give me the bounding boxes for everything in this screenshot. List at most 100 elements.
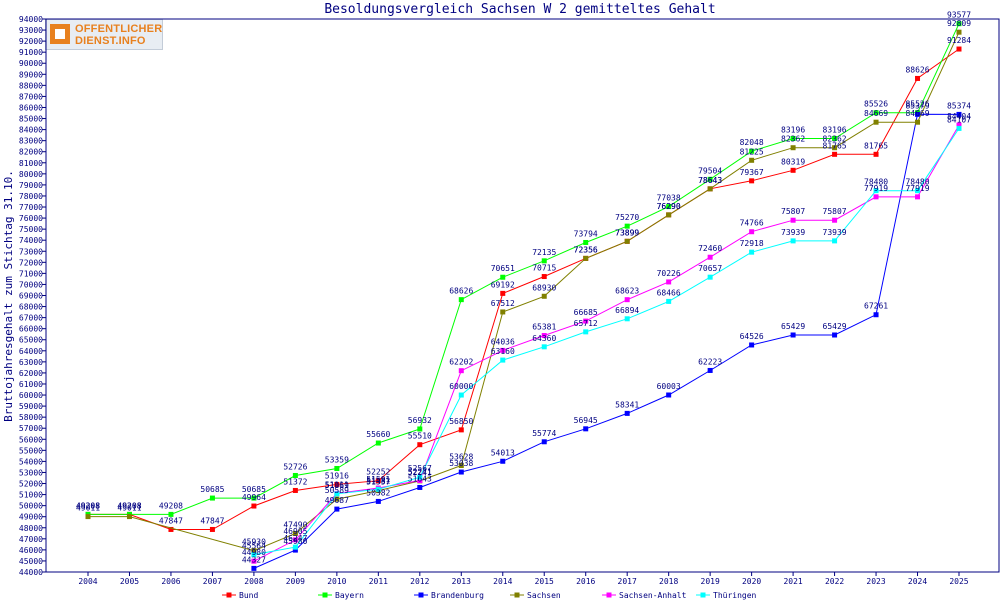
legend-swatch-marker-sachsen: [514, 592, 520, 598]
series-lines: [85, 21, 962, 571]
data-point-brandenburg: [583, 426, 589, 432]
data-point-brandenburg: [624, 410, 630, 416]
data-point-sachsen: [666, 212, 672, 218]
y-tick-label: 71000: [19, 269, 43, 278]
x-tick-label: 2004: [78, 577, 97, 586]
data-label-bund: 70715: [532, 264, 556, 273]
data-point-sachsen: [458, 463, 464, 469]
series-line-sachsen-anhalt: [253, 124, 960, 562]
data-point-bayern: [375, 440, 381, 446]
data-point-sachsen: [956, 29, 962, 35]
y-tick-label: 69000: [19, 292, 43, 301]
data-point-th-ringen: [541, 344, 547, 350]
data-point-brandenburg: [707, 367, 713, 373]
series-line-th-ringen: [253, 128, 960, 556]
data-label-bayern: 56932: [408, 416, 432, 425]
x-tick-label: 2013: [452, 577, 471, 586]
data-label-bund: 88626: [905, 65, 929, 74]
data-point-bund: [915, 75, 921, 81]
data-label-th-ringen: 45564: [242, 542, 266, 551]
data-point-bund: [417, 442, 423, 448]
data-label-bayern: 85526: [864, 100, 888, 109]
data-point-bund: [458, 427, 464, 433]
data-point-th-ringen: [334, 491, 340, 497]
data-label-sachsen-anhalt: 51111: [325, 480, 349, 489]
series-line-bund: [88, 48, 960, 530]
y-tick-label: 44000: [19, 568, 43, 577]
x-tick-label: 2017: [618, 577, 637, 586]
y-axis-label: Bruttojahresgehalt zum Stichtag 31.10.: [2, 170, 15, 422]
data-point-th-ringen: [666, 298, 672, 304]
plot-frame: [45, 18, 1000, 573]
data-label-th-ringen: 46247: [283, 534, 307, 543]
legend-label-bund: Bund: [239, 591, 258, 600]
data-label-bayern: 79504: [698, 166, 722, 175]
data-label-sachsen: 81225: [740, 147, 764, 156]
y-tick-label: 57000: [19, 424, 43, 433]
data-label-brandenburg: 60003: [657, 382, 681, 391]
data-label-sachsen-anhalt: 62202: [449, 358, 473, 367]
data-point-th-ringen: [956, 125, 962, 131]
x-tick-label: 2022: [825, 577, 844, 586]
data-point-sachsen: [915, 119, 921, 125]
logo-text-line2: DIENST.INFO: [75, 35, 146, 47]
data-point-bund: [873, 151, 879, 157]
data-point-bund: [251, 503, 257, 509]
y-tick-label: 85000: [19, 115, 43, 124]
data-label-sachsen-anhalt: 72460: [698, 244, 722, 253]
data-label-sachsen-anhalt: 64036: [491, 337, 515, 346]
chart-legend: Bund Bayern Brandenburg Sachsen Sachsen-Anha…: [222, 591, 757, 600]
data-label-brandenburg: 58341: [615, 400, 639, 409]
data-point-sachsen-anhalt: [583, 318, 589, 324]
data-label-bund: 91284: [947, 36, 971, 45]
site-logo: OFFENTLICHER DIENST.INFO: [45, 19, 163, 50]
data-label-sachsen: 50589: [325, 486, 349, 495]
x-tick-label: 2024: [908, 577, 927, 586]
data-point-brandenburg: [749, 342, 755, 348]
y-tick-label: 68000: [19, 303, 43, 312]
y-tick-label: 53000: [19, 468, 43, 477]
x-tick-label: 2018: [659, 577, 678, 586]
data-label-bund: 78643: [698, 176, 722, 185]
data-label-brandenburg: 65429: [781, 322, 805, 331]
data-label-brandenburg: 49687: [325, 496, 349, 505]
x-tick-label: 2021: [783, 577, 802, 586]
data-label-bayern: 83196: [823, 125, 847, 134]
y-tick-label: 46000: [19, 546, 43, 555]
y-tick-label: 77000: [19, 203, 43, 212]
y-tick-label: 76000: [19, 214, 43, 223]
data-label-sachsen: 84669: [905, 109, 929, 118]
data-point-brandenburg: [417, 484, 423, 490]
data-label-bund: 73899: [615, 228, 639, 237]
data-label-sachsen: 68930: [532, 283, 556, 292]
data-point-th-ringen: [707, 274, 713, 280]
data-point-sachsen: [624, 238, 630, 244]
y-tick-label: 51000: [19, 491, 43, 500]
x-tick-label: 2023: [866, 577, 885, 586]
data-point-th-ringen: [458, 392, 464, 398]
data-point-sachsen: [251, 548, 257, 554]
x-tick-label: 2009: [286, 577, 305, 586]
data-point-bayern: [666, 204, 672, 210]
legend-label-bayern: Bayern: [335, 591, 364, 600]
data-point-bund: [500, 290, 506, 296]
data-label-sachsen: 53628: [449, 453, 473, 462]
data-label-sachsen: 76290: [657, 202, 681, 211]
data-label-bund: 81765: [864, 141, 888, 150]
data-point-bayern: [873, 110, 879, 116]
data-label-bayern: 73794: [574, 229, 598, 238]
data-label-sachsen-anhalt: 68623: [615, 287, 639, 296]
data-point-brandenburg: [375, 498, 381, 504]
legend-label-sachsen: Sachsen: [527, 591, 561, 600]
series-line-brandenburg: [253, 113, 960, 569]
data-label-th-ringen: 63160: [491, 347, 515, 356]
data-point-sachsen-anhalt: [292, 537, 298, 543]
y-tick-label: 84000: [19, 126, 43, 135]
data-point-brandenburg: [832, 332, 838, 338]
data-point-sachsen: [126, 514, 132, 520]
data-label-sachsen: 72356: [574, 245, 598, 254]
x-tick-label: 2005: [120, 577, 139, 586]
y-tick-label: 94000: [19, 15, 43, 24]
data-point-th-ringen: [624, 316, 630, 322]
